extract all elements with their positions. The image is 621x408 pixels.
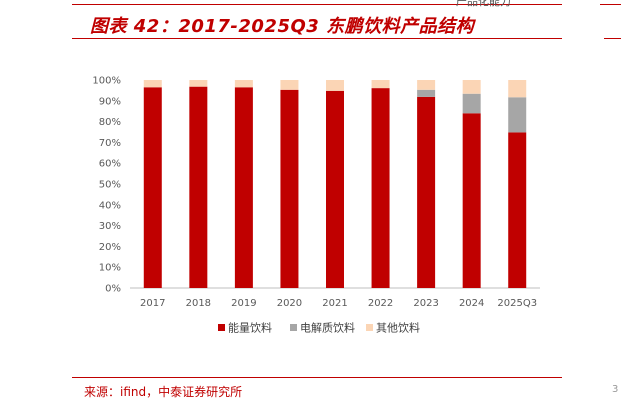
y-tick-label: 50% xyxy=(99,180,121,191)
bar-segment-energy-2024 xyxy=(462,113,481,288)
bar-segment-energy-2020 xyxy=(280,89,299,288)
right-edge-mark: 3 xyxy=(612,384,619,395)
x-tick-label: 2018 xyxy=(186,298,211,309)
bar-segment-other-2024 xyxy=(462,80,481,94)
y-tick-label: 30% xyxy=(99,221,121,232)
top-rule-right xyxy=(600,4,621,5)
bar-segment-other-2020 xyxy=(280,80,299,90)
bar-segment-other-2021 xyxy=(326,80,344,91)
x-tick-label: 2022 xyxy=(368,298,393,309)
right-rule xyxy=(604,38,621,39)
title-rule xyxy=(72,38,562,39)
y-tick-label: 70% xyxy=(99,138,121,149)
legend-swatch xyxy=(366,324,373,331)
bar-segment-energy-2019 xyxy=(234,87,253,288)
bar-segment-energy-2021 xyxy=(326,90,344,288)
y-tick-label: 20% xyxy=(99,242,121,253)
legend-label: 电解质饮料 xyxy=(300,321,355,335)
x-tick-label: 2023 xyxy=(413,298,438,309)
y-tick-label: 100% xyxy=(92,76,121,87)
x-tick-label: 2024 xyxy=(459,298,484,309)
source-note: 来源：ifind，中泰证券研究所 xyxy=(84,385,243,399)
source-rule xyxy=(72,377,562,378)
bar-segment-other-2018 xyxy=(189,80,208,87)
bar-segment-electrolyte-2025Q3 xyxy=(508,97,527,133)
bar-segment-electrolyte-2024 xyxy=(462,93,481,114)
y-tick-label: 60% xyxy=(99,159,121,170)
legend-swatch xyxy=(290,324,297,331)
bar-segment-other-2019 xyxy=(234,80,253,88)
top-rule xyxy=(72,4,562,5)
bar-segment-electrolyte-2023 xyxy=(417,89,436,97)
bar-segment-other-2022 xyxy=(371,80,390,89)
x-tick-label: 2020 xyxy=(277,298,302,309)
legend-swatch xyxy=(218,324,225,331)
bar-segment-other-2023 xyxy=(417,80,436,90)
legend-label: 其他饮料 xyxy=(376,321,420,335)
x-tick-label: 2025Q3 xyxy=(497,298,537,309)
bar-segment-energy-2018 xyxy=(189,86,208,288)
x-tick-label: 2019 xyxy=(231,298,256,309)
bar-segment-other-2017 xyxy=(143,80,162,88)
y-tick-label: 10% xyxy=(99,263,121,274)
bar-segment-energy-2025Q3 xyxy=(508,132,527,288)
y-tick-label: 80% xyxy=(99,117,121,128)
bar-segment-energy-2022 xyxy=(371,88,390,288)
chart-title: 图表 42：2017-2025Q3 东鹏饮料产品结构 xyxy=(90,16,475,37)
x-tick-label: 2021 xyxy=(322,298,347,309)
bar-segment-other-2025Q3 xyxy=(508,80,527,98)
bar-segment-energy-2017 xyxy=(143,87,162,288)
y-tick-label: 0% xyxy=(105,284,121,295)
y-tick-label: 40% xyxy=(99,200,121,211)
legend-label: 能量饮料 xyxy=(228,321,272,335)
y-tick-label: 90% xyxy=(99,96,121,107)
bar-segment-energy-2023 xyxy=(417,96,436,289)
corner-text: 产品化能力 xyxy=(456,0,511,8)
x-tick-label: 2017 xyxy=(140,298,165,309)
